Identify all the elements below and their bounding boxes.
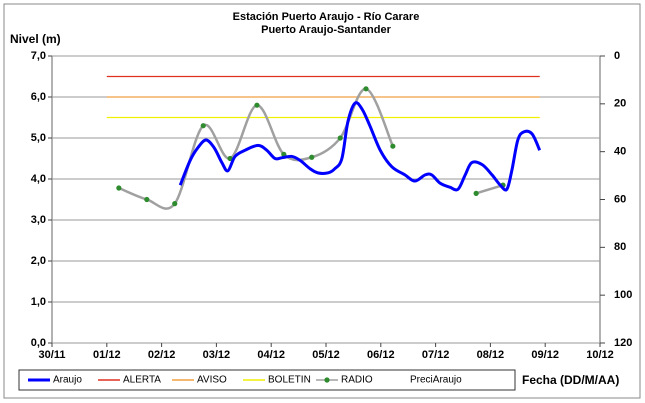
- chart-title: Estación Puerto Araujo - Río Carare: [233, 11, 420, 23]
- x-tick-label: 07/12: [422, 349, 450, 361]
- legend-label: PreciAraujo: [410, 375, 462, 386]
- series-marker: [144, 196, 150, 203]
- x-tick-label: 08/12: [477, 349, 505, 361]
- legend-label: ALERTA: [123, 375, 161, 386]
- series-marker: [390, 143, 396, 149]
- series-line: [178, 101, 542, 192]
- legend-label: RADIO: [341, 375, 373, 386]
- series-marker: [200, 123, 206, 129]
- series-marker: [116, 185, 122, 191]
- y2-tick-label: 80: [614, 241, 626, 253]
- x-tick-label: 05/12: [312, 349, 340, 361]
- y-tick-label: 0,0: [31, 337, 46, 349]
- x-tick-label: 03/12: [203, 349, 231, 361]
- y-tick-label: 2,0: [31, 255, 46, 267]
- y2-tick-label: 40: [614, 146, 626, 158]
- y-axis-label: Nivel (m): [10, 32, 61, 46]
- legend-marker: [324, 377, 330, 383]
- x-tick-label: 10/12: [586, 349, 614, 361]
- y2-tick-label: 100: [614, 289, 632, 301]
- series-marker: [254, 102, 260, 108]
- x-axis-label: Fecha (DD/M/AA): [522, 373, 619, 387]
- x-tick-label: 06/12: [367, 349, 395, 361]
- y-tick-label: 4,0: [31, 173, 46, 185]
- legend-label: Araujo: [53, 375, 82, 386]
- legend-label: AVISO: [197, 375, 227, 386]
- series-marker: [172, 201, 178, 207]
- series-marker: [309, 154, 315, 160]
- y-tick-label: 6,0: [31, 91, 46, 103]
- series-marker: [227, 155, 233, 162]
- x-tick-label: 02/12: [148, 349, 176, 361]
- x-tick-label: 01/12: [93, 349, 121, 361]
- y2-tick-label: 0: [614, 50, 620, 62]
- y-tick-label: 3,0: [31, 214, 46, 226]
- y-tick-label: 7,0: [31, 50, 46, 62]
- x-tick-label: 04/12: [257, 349, 285, 361]
- y2-tick-label: 20: [614, 98, 626, 110]
- chart-subtitle: Puerto Araujo-Santander: [261, 24, 391, 36]
- legend-box: [18, 369, 516, 391]
- series-marker: [473, 190, 479, 196]
- x-tick-label: 09/12: [531, 349, 559, 361]
- legend-label: BOLETIN: [268, 375, 311, 386]
- plot-area: [51, 55, 601, 344]
- series-marker: [363, 86, 369, 92]
- y-tick-label: 1,0: [31, 296, 46, 308]
- y-tick-label: 5,0: [31, 132, 46, 144]
- x-tick-label: 30/11: [39, 349, 66, 361]
- y2-tick-label: 120: [614, 337, 632, 349]
- series-marker: [337, 135, 343, 141]
- y2-tick-label: 60: [614, 193, 626, 205]
